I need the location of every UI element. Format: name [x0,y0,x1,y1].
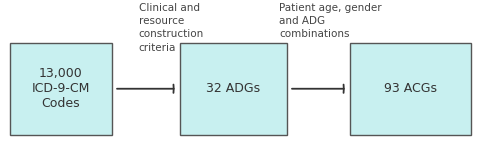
FancyBboxPatch shape [350,43,471,135]
Text: Clinical and
resource
construction
criteria: Clinical and resource construction crite… [139,3,204,53]
Text: Patient age, gender
and ADG
combinations: Patient age, gender and ADG combinations [279,3,382,39]
Text: 32 ADGs: 32 ADGs [206,82,260,95]
FancyBboxPatch shape [180,43,287,135]
Text: 93 ACGs: 93 ACGs [384,82,437,95]
FancyBboxPatch shape [10,43,112,135]
Text: 13,000
ICD-9-CM
Codes: 13,000 ICD-9-CM Codes [32,67,90,110]
